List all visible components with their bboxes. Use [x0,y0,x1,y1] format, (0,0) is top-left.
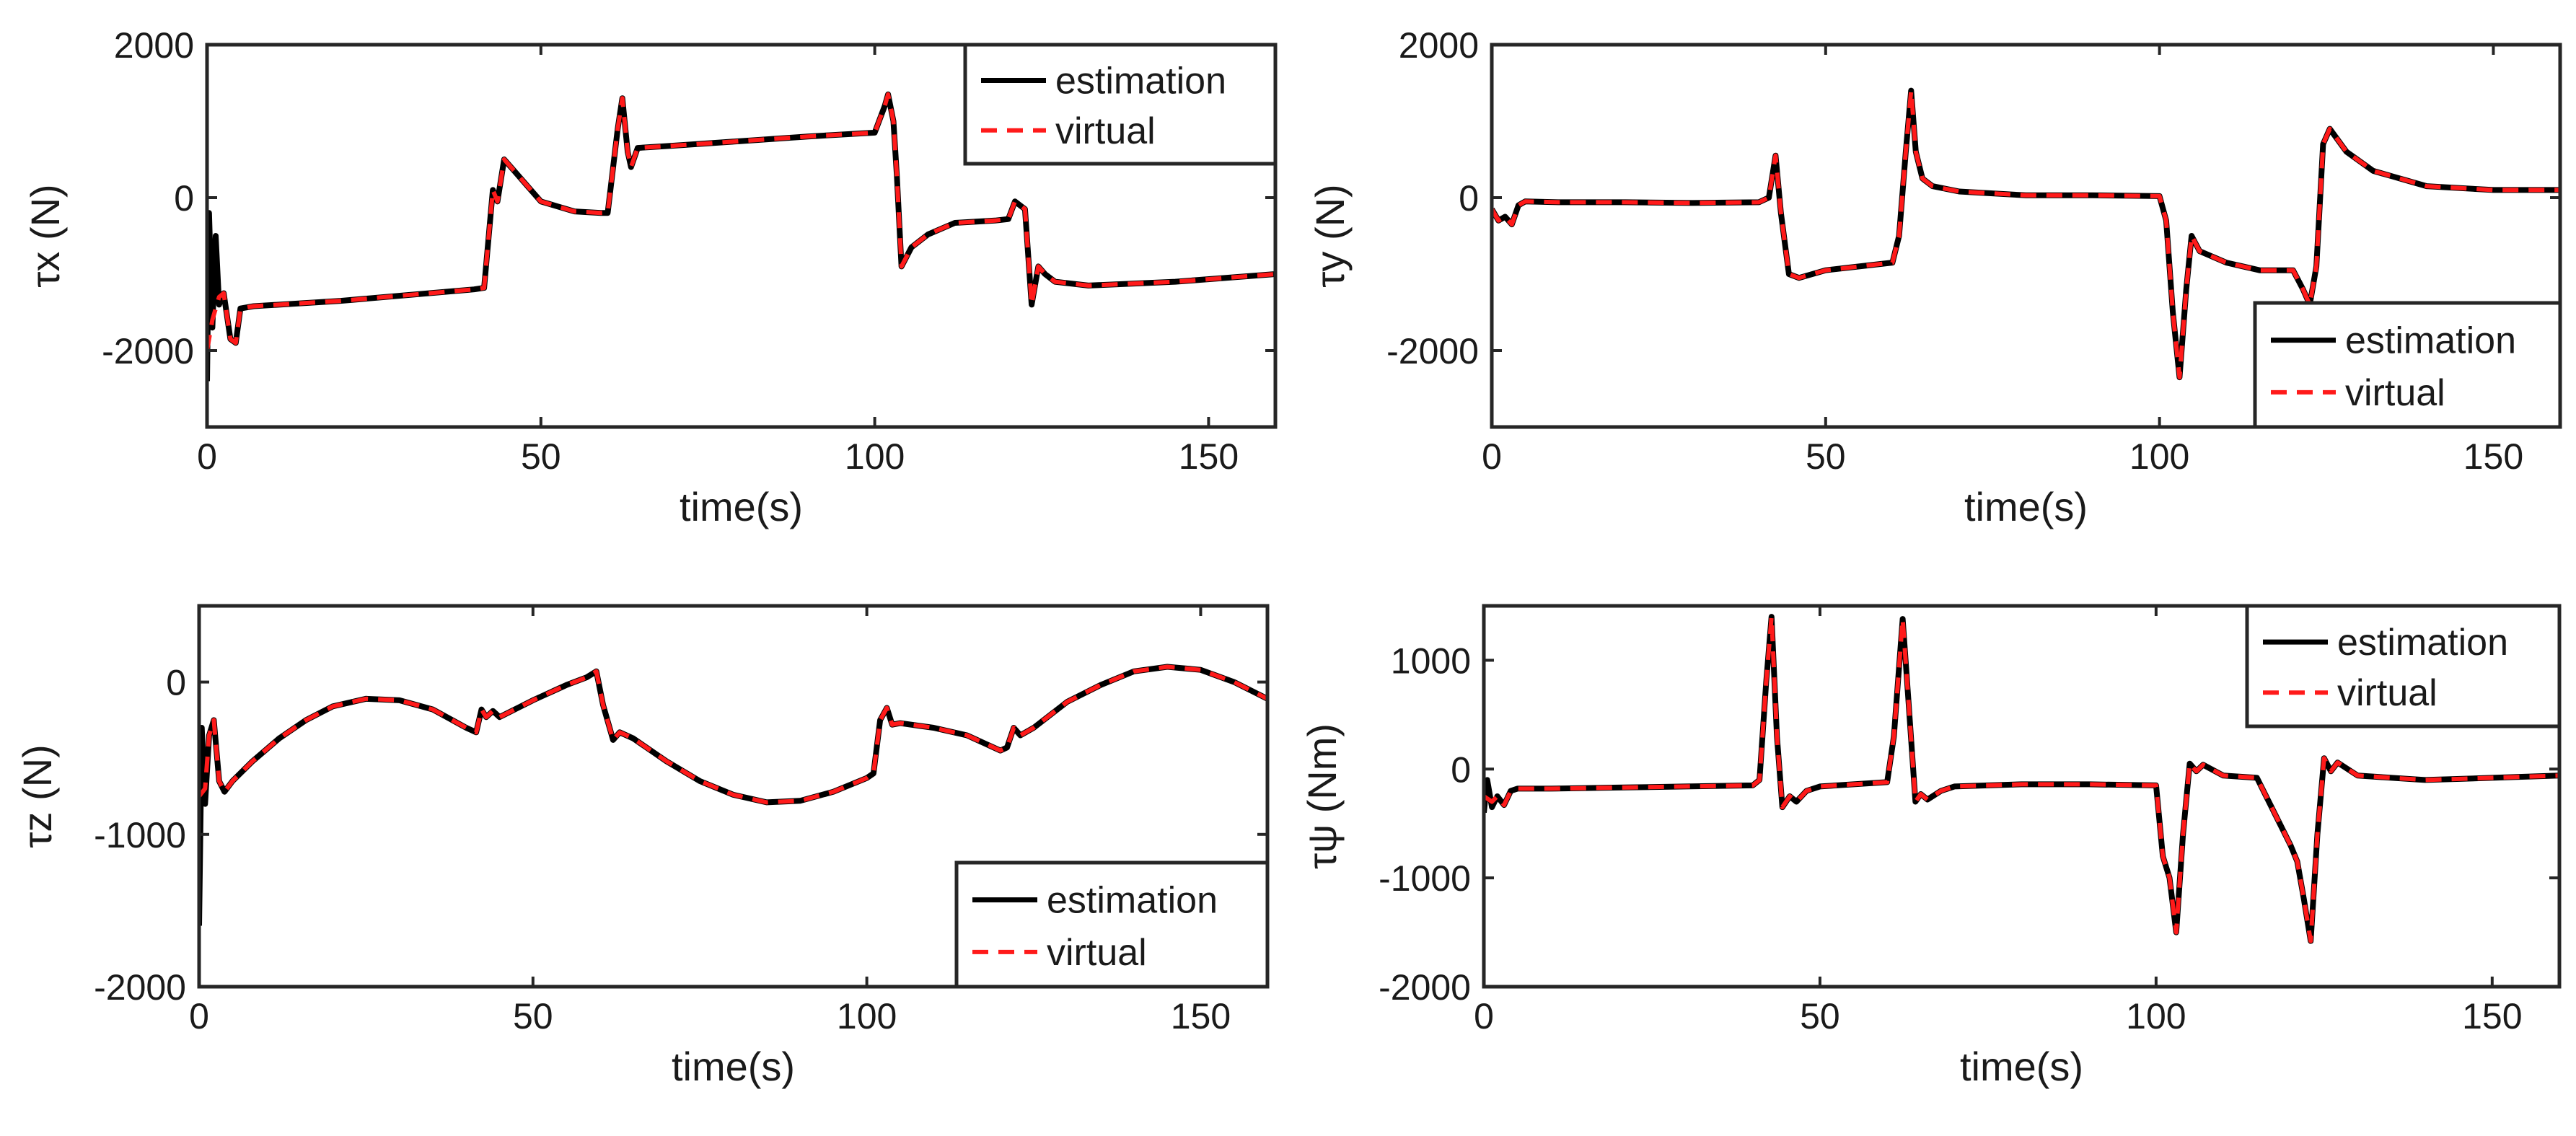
legend: estimation virtual [954,860,1270,989]
x-tick-label: 0 [1474,996,1494,1036]
x-tick-label: 50 [1806,436,1846,477]
y-tick-label: 0 [174,178,194,219]
x-axis-label: time(s) [680,484,803,529]
y-tick-label: 0 [166,663,186,703]
plot-frame [1482,604,2562,989]
x-tick-label: 150 [2462,996,2522,1036]
legend-label-estimation: estimation [1047,880,1218,922]
y-axis-label: τz (N) [14,744,60,847]
series-line-virtual [1484,615,2559,943]
legend: estimation virtual [2253,301,2562,429]
x-tick-label: 50 [1800,996,1840,1036]
x-tick-label: 150 [1179,436,1239,477]
x-tick-label: 100 [2129,436,2189,477]
y-tick-label: 2000 [1399,25,1479,66]
legend-box [2253,301,2562,429]
legend-label-virtual: virtual [1047,932,1147,974]
x-tick-label: 100 [2126,996,2186,1036]
plot-frame [205,43,1278,429]
y-tick-label: -2000 [94,967,186,1008]
y-tick-label: -2000 [1379,967,1471,1008]
x-tick-label: 150 [2463,436,2523,477]
legend-label-estimation: estimation [1055,61,1226,102]
plot-frame [1490,43,2562,429]
x-axis-label: time(s) [672,1044,795,1089]
series-line-virtual [1492,88,2560,380]
y-tick-label: 0 [1451,749,1471,790]
x-axis-label: time(s) [1964,484,2088,529]
x-axis-label: time(s) [1960,1044,2083,1089]
x-tick-label: 150 [1171,996,1231,1036]
legend-label-virtual: virtual [2337,672,2437,714]
legend-label-estimation: estimation [2345,320,2516,362]
legend-box [954,860,1270,989]
y-tick-label: -2000 [1386,331,1479,371]
y-tick-label: 0 [1459,178,1479,219]
y-axis-label: τy (N) [1307,184,1353,287]
series-line-virtual [199,664,1267,805]
y-tick-label: -1000 [94,815,186,855]
legend-label-estimation: estimation [2337,622,2508,664]
y-axis-label: τψ (Nm) [1299,723,1345,869]
y-tick-label: -2000 [102,331,194,371]
y-tick-label: 2000 [114,25,194,66]
legend: estimation virtual [2245,604,2562,728]
legend-label-virtual: virtual [1055,110,1156,152]
series-line-virtual [207,92,1275,351]
chart-panel-tau-z: 0 50 100 150 -2000 -1000 0 time(s) τz (N) estimat… [14,604,1270,1089]
chart-panel-tau-y: 0 50 100 150 -2000 0 2000 time(s) τy (N) estimati… [1307,25,2562,529]
legend-box [2245,604,2562,728]
plot-frame [197,604,1270,989]
y-axis-label: τx (N) [22,184,68,287]
x-tick-label: 0 [1482,436,1502,477]
x-tick-label: 50 [521,436,561,477]
chart-panel-tau-psi: 0 50 100 150 -2000 -1000 0 1000 time(s) τψ (Nm) es… [1299,604,2562,1089]
x-tick-label: 100 [845,436,905,477]
x-tick-label: 0 [189,996,209,1036]
x-tick-label: 0 [197,436,217,477]
legend-box [963,43,1278,166]
legend-label-virtual: virtual [2345,372,2445,414]
x-tick-label: 50 [513,996,553,1036]
y-tick-label: -1000 [1379,858,1471,899]
chart-panel-tau-x: 0 50 100 150 -2000 0 2000 time(s) τx (N) estimati… [22,25,1278,529]
y-tick-label: 1000 [1391,640,1471,681]
x-tick-label: 100 [837,996,897,1036]
legend: estimation virtual [963,43,1278,166]
